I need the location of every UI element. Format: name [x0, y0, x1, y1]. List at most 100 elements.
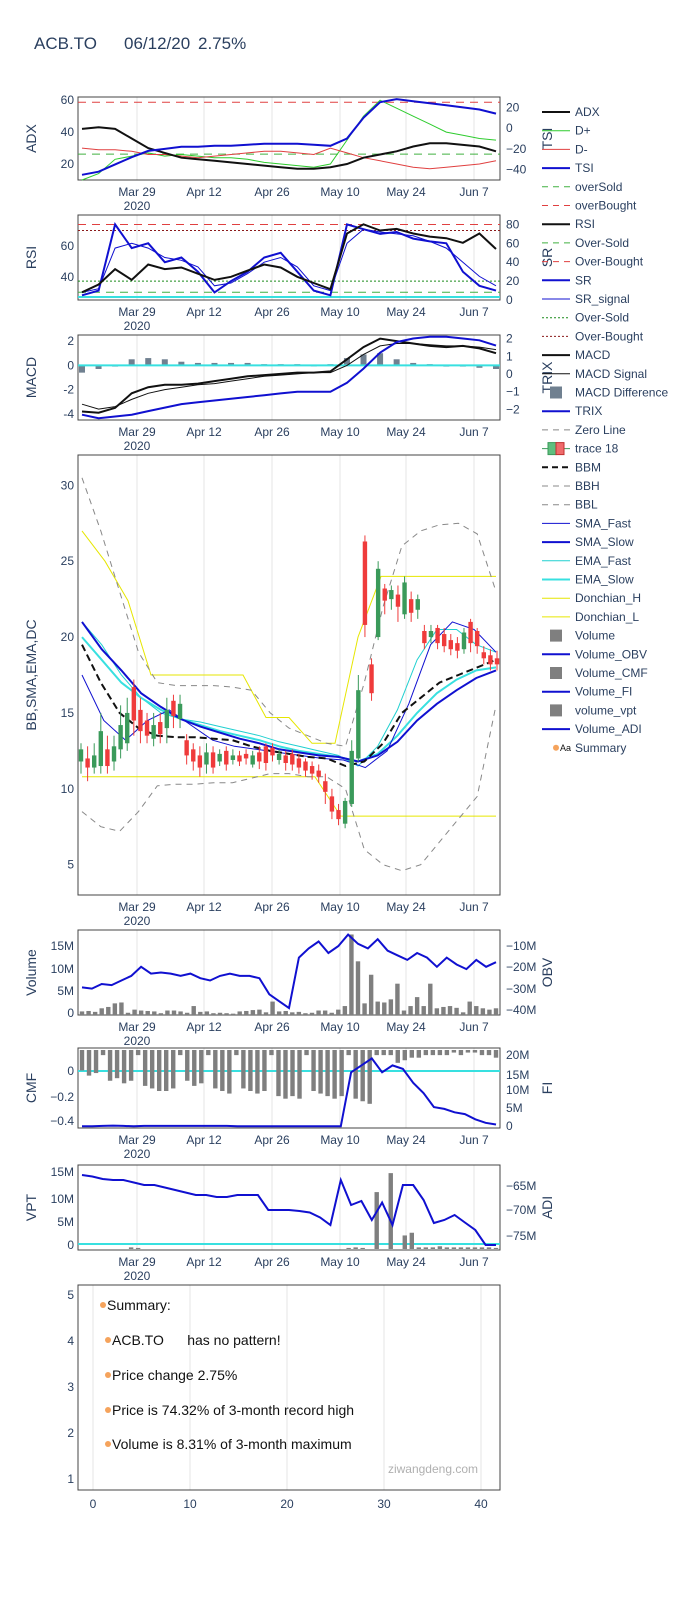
- y2-axis-title: FI: [539, 1082, 555, 1094]
- x-tick-label: 40: [474, 1497, 488, 1511]
- macd-diff-bar: [145, 358, 152, 366]
- y-tick-label: 40: [61, 270, 75, 284]
- legend-item[interactable]: SR_signal: [542, 292, 630, 306]
- x-tick-label: May 10: [320, 425, 360, 439]
- legend-item[interactable]: Volume: [550, 629, 615, 643]
- legend-item[interactable]: Over-Bought: [542, 255, 644, 269]
- legend-item[interactable]: volume_vpt: [550, 703, 637, 717]
- legend-item[interactable]: D-: [542, 142, 588, 156]
- legend-item[interactable]: EMA_Slow: [542, 573, 634, 587]
- summary-bullet: [105, 1441, 111, 1447]
- legend-item[interactable]: Donchian_H: [542, 591, 641, 605]
- legend-item[interactable]: SMA_Slow: [542, 535, 634, 549]
- legend-item[interactable]: SMA_Fast: [542, 516, 632, 530]
- candle-down: [243, 753, 249, 759]
- panel-5: Mar 29 Apr 12 Apr 26 May 10 May 24 Jun 7 2020 0…: [23, 929, 555, 1048]
- y2-axis-title: SR: [539, 248, 555, 267]
- volume-bar: [152, 1011, 157, 1015]
- legend[interactable]: ADX D+ D- TSI overSold overBought RSI Over-Sold…: [542, 105, 668, 755]
- volume-bar: [342, 1006, 348, 1015]
- candle-down: [85, 758, 90, 768]
- cmf-bar: [234, 1050, 239, 1056]
- legend-item[interactable]: MACD Difference: [550, 386, 668, 400]
- candle-down: [105, 749, 110, 767]
- candle-down: [395, 594, 401, 607]
- y2-tick-label: 5M: [506, 1101, 523, 1115]
- legend-label: Over-Sold: [575, 311, 629, 325]
- x-tick-label: May 24: [386, 1133, 426, 1147]
- legend-item[interactable]: Volume_ADI: [542, 722, 642, 736]
- y-tick-label: 15: [61, 706, 75, 720]
- vpt-bar: [423, 1247, 429, 1249]
- legend-item[interactable]: Over-Sold: [542, 311, 629, 325]
- volume-bar: [303, 1013, 308, 1015]
- cmf-bar: [171, 1050, 176, 1089]
- y-tick-label: 0: [67, 358, 74, 372]
- legend-item[interactable]: Volume_OBV: [542, 647, 647, 661]
- legend-item[interactable]: Donchian_L: [542, 610, 639, 624]
- volume-bar: [79, 1011, 85, 1015]
- candle-down: [362, 541, 368, 625]
- y2-tick-label: 0: [506, 367, 513, 381]
- y-tick-label: -2: [63, 383, 74, 397]
- legend-item[interactable]: Aa Summary: [553, 741, 626, 755]
- candle-up: [118, 725, 123, 750]
- legend-item[interactable]: Over-Bought: [542, 329, 644, 343]
- legend-item[interactable]: Volume_CMF: [550, 666, 648, 680]
- cmf-bar: [114, 1050, 120, 1079]
- volume-bar: [408, 1006, 413, 1015]
- volume-bar: [204, 1011, 210, 1015]
- y-tick-label: 5M: [57, 984, 74, 998]
- volume-bar: [283, 1010, 288, 1015]
- cmf-bar: [493, 1050, 499, 1058]
- legend-item[interactable]: TSI: [542, 161, 594, 175]
- legend-item[interactable]: BBH: [542, 479, 600, 493]
- legend-item[interactable]: overSold: [542, 180, 622, 194]
- legend-item[interactable]: overBought: [542, 199, 637, 213]
- legend-item[interactable]: Volume_FI: [542, 685, 632, 699]
- panel-frame: [77, 929, 501, 1016]
- legend-item[interactable]: EMA_Fast: [542, 554, 632, 568]
- x-tick-label: Apr 26: [254, 1255, 290, 1269]
- y2-tick-label: −20M: [506, 960, 536, 974]
- vpt-bar: [451, 1247, 457, 1249]
- y2-tick-label: 40: [506, 255, 520, 269]
- x-year-label: 2020: [124, 439, 151, 453]
- volume-bar: [145, 1010, 150, 1015]
- y2-tick-label: 20: [506, 100, 520, 114]
- candle-down: [441, 634, 447, 647]
- cmf-bar: [206, 1050, 211, 1056]
- cmf-bar: [241, 1050, 246, 1089]
- volume-bar: [493, 1008, 499, 1015]
- legend-item[interactable]: Zero Line: [542, 423, 626, 437]
- macd-diff-bar: [178, 361, 185, 366]
- volume-bar: [441, 1006, 446, 1015]
- cmf-bar: [465, 1050, 471, 1053]
- legend-item[interactable]: BBL: [542, 498, 598, 512]
- legend-item[interactable]: BBM: [542, 460, 601, 474]
- cmf-bar: [479, 1050, 485, 1056]
- y2-tick-label: 80: [506, 217, 520, 231]
- adi-line: [81, 1174, 496, 1246]
- x-tick-label: Jun 7: [459, 185, 489, 199]
- legend-item[interactable]: SR: [542, 273, 592, 287]
- x-tick-label: May 10: [320, 900, 360, 914]
- legend-item[interactable]: D+: [542, 124, 591, 138]
- legend-item[interactable]: RSI: [542, 217, 595, 231]
- candle-down: [224, 750, 229, 765]
- legend-label: SR: [575, 273, 592, 287]
- macd-diff-bar: [79, 365, 85, 373]
- legend-item[interactable]: ADX: [542, 105, 600, 119]
- legend-item[interactable]: trace 18: [542, 442, 619, 456]
- legend-label: EMA_Fast: [575, 554, 632, 568]
- legend-item[interactable]: MACD: [542, 348, 611, 362]
- cmf-bar: [164, 1050, 169, 1091]
- summary-panel: 0 10 20 30 40 1 2 3 4 5 Summary: ACB.TO has no patt…: [67, 1284, 501, 1511]
- legend-item[interactable]: TRIX: [542, 404, 602, 418]
- legend-item[interactable]: MACD Signal: [542, 367, 647, 381]
- y-tick-label: 15M: [51, 939, 74, 953]
- legend-item[interactable]: Over-Sold: [542, 236, 629, 250]
- donchian-l-line: [82, 776, 496, 817]
- cmf-bar: [79, 1050, 85, 1071]
